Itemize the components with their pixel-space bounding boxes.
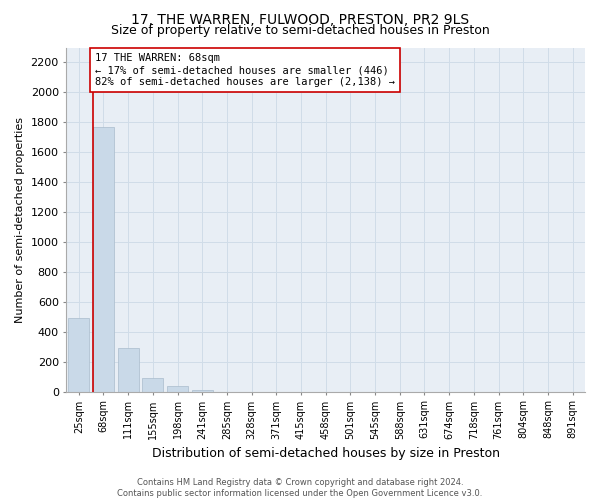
- Bar: [68, 318, 89, 392]
- Text: 17 THE WARREN: 68sqm
← 17% of semi-detached houses are smaller (446)
82% of semi: 17 THE WARREN: 68sqm ← 17% of semi-detac…: [95, 54, 395, 86]
- Bar: [93, 127, 114, 392]
- Bar: [142, 378, 163, 392]
- Bar: [118, 348, 139, 392]
- Bar: [167, 386, 188, 392]
- Text: 17, THE WARREN, FULWOOD, PRESTON, PR2 9LS: 17, THE WARREN, FULWOOD, PRESTON, PR2 9L…: [131, 12, 469, 26]
- Y-axis label: Number of semi-detached properties: Number of semi-detached properties: [15, 116, 25, 322]
- Bar: [192, 390, 213, 392]
- X-axis label: Distribution of semi-detached houses by size in Preston: Distribution of semi-detached houses by …: [152, 447, 500, 460]
- Text: Size of property relative to semi-detached houses in Preston: Size of property relative to semi-detach…: [110, 24, 490, 37]
- Text: Contains HM Land Registry data © Crown copyright and database right 2024.
Contai: Contains HM Land Registry data © Crown c…: [118, 478, 482, 498]
